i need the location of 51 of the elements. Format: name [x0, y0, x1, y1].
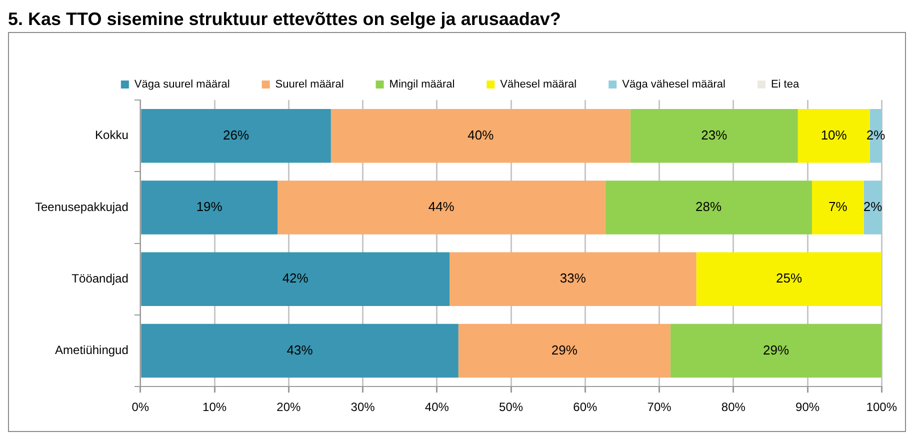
y-tick-label: Tööandjad	[72, 271, 128, 286]
x-tick-label: 80%	[721, 400, 746, 414]
data-label: 44%	[428, 199, 455, 214]
bar	[141, 108, 331, 163]
data-label: 2%	[863, 199, 883, 214]
bar	[864, 180, 882, 234]
x-tick-label: 50%	[499, 400, 524, 414]
legend-label: Väga vähesel määral	[622, 78, 726, 91]
data-label: 19%	[196, 199, 223, 214]
bar	[141, 324, 458, 378]
data-label: 10%	[820, 127, 848, 142]
x-tick-label: 10%	[202, 400, 227, 414]
legend-label: Vähesel määral	[500, 78, 577, 91]
y-tick-label: Ametiühingud	[55, 343, 128, 358]
bar	[450, 252, 696, 306]
data-label: 26%	[223, 127, 250, 142]
x-tick-label: 0%	[132, 400, 150, 414]
data-label: 29%	[763, 342, 790, 358]
x-tick-label: 90%	[796, 400, 820, 414]
data-label: 28%	[696, 199, 722, 214]
bar	[605, 180, 812, 234]
data-label: 25%	[776, 270, 802, 286]
bar	[812, 180, 864, 234]
x-tick-label: 60%	[573, 400, 598, 414]
bar	[278, 180, 606, 234]
bar	[670, 324, 882, 378]
data-label: 33%	[560, 270, 586, 286]
legend-label: Suurel määral	[275, 78, 344, 91]
x-tick-label: 20%	[276, 400, 301, 414]
chart-title: 5. Kas TTO sisemine struktuur ettevõttes on selge ja arusaadav?	[8, 8, 562, 30]
bar	[458, 324, 670, 378]
bar	[330, 108, 630, 163]
bar	[630, 108, 798, 163]
data-label: 43%	[286, 342, 314, 358]
y-tick-label: Teenusepakkujad	[35, 200, 128, 214]
data-label: 40%	[468, 127, 494, 142]
data-label: 42%	[282, 270, 309, 286]
legend-label: Väga suurel määral	[134, 78, 230, 91]
legend-label: Mingil määral	[389, 78, 455, 91]
data-label: 29%	[551, 342, 578, 358]
x-tick-label: 30%	[350, 400, 376, 414]
x-tick-label: 70%	[647, 400, 672, 414]
data-label: 7%	[828, 199, 848, 214]
bar	[696, 252, 882, 306]
bar	[141, 252, 450, 306]
legend-label: Ei tea	[770, 78, 800, 91]
x-tick-label: 100%	[866, 400, 898, 414]
y-tick-label: Kokku	[95, 128, 128, 142]
data-label: 23%	[701, 127, 728, 142]
bar	[141, 180, 278, 234]
x-tick-label: 40%	[424, 400, 450, 414]
